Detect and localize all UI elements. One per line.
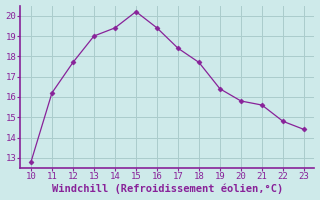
X-axis label: Windchill (Refroidissement éolien,°C): Windchill (Refroidissement éolien,°C) [52,184,283,194]
